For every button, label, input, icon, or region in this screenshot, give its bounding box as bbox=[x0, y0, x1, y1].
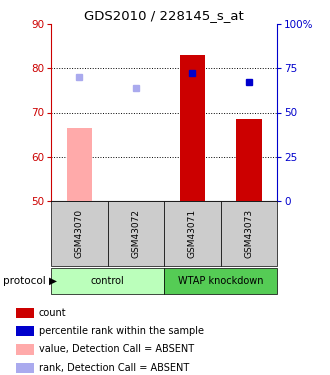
Bar bbox=[51, 268, 164, 294]
Text: GSM43072: GSM43072 bbox=[131, 209, 141, 258]
Text: GSM43070: GSM43070 bbox=[75, 209, 84, 258]
Text: GSM43073: GSM43073 bbox=[245, 209, 253, 258]
Text: rank, Detection Call = ABSENT: rank, Detection Call = ABSENT bbox=[39, 363, 189, 373]
Text: GSM43071: GSM43071 bbox=[188, 209, 197, 258]
Bar bbox=[221, 201, 277, 266]
Text: protocol ▶: protocol ▶ bbox=[3, 276, 57, 286]
Bar bbox=[51, 201, 108, 266]
Text: value, Detection Call = ABSENT: value, Detection Call = ABSENT bbox=[39, 344, 194, 354]
Bar bbox=[164, 268, 277, 294]
Bar bbox=[236, 119, 262, 201]
Bar bbox=[16, 344, 34, 354]
Bar bbox=[67, 128, 92, 201]
Bar bbox=[164, 201, 221, 266]
Text: count: count bbox=[39, 308, 66, 318]
Bar bbox=[16, 326, 34, 336]
Text: percentile rank within the sample: percentile rank within the sample bbox=[39, 326, 204, 336]
Title: GDS2010 / 228145_s_at: GDS2010 / 228145_s_at bbox=[84, 9, 244, 22]
Bar bbox=[108, 201, 164, 266]
Text: control: control bbox=[91, 276, 124, 286]
Bar bbox=[180, 55, 205, 201]
Bar bbox=[16, 308, 34, 318]
Text: WTAP knockdown: WTAP knockdown bbox=[178, 276, 263, 286]
Bar bbox=[16, 363, 34, 373]
